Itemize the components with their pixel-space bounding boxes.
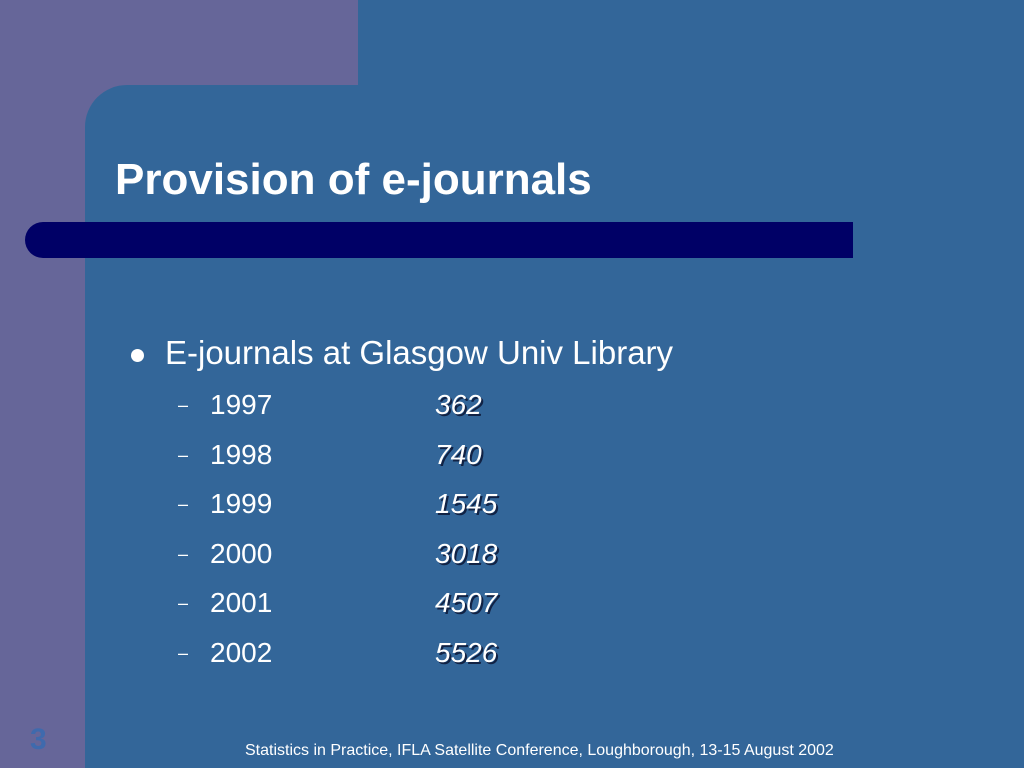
list-item: – 1999 1545	[0, 484, 700, 524]
item-year: 1998	[210, 438, 273, 470]
dash-marker: –	[178, 543, 189, 564]
item-count: 4507	[435, 587, 498, 618]
item-year: 1999	[210, 488, 273, 519]
slide-title: Provision of e-journals	[115, 155, 592, 204]
item-count: 5526	[435, 636, 498, 668]
footer: Statistics in Practice, IFLA Satellite C…	[245, 742, 834, 759]
list-item: –2000 3018	[0, 534, 700, 574]
background-panel	[358, 0, 1024, 100]
item-year: 2001	[210, 587, 273, 618]
dash-marker: –	[178, 444, 189, 465]
item-count: 3018	[435, 537, 498, 569]
list-item: –2002 5526	[0, 633, 700, 673]
bullet-dot	[131, 349, 144, 362]
list-item: – 1997 362	[0, 385, 700, 425]
title-bar	[25, 222, 853, 258]
bullet-text: E-journals at Glasgow Univ Library	[165, 334, 674, 371]
list-item: – 2001 4507	[0, 583, 700, 623]
item-year: 2000	[210, 537, 273, 569]
item-year: 2002	[210, 636, 273, 668]
dash-marker: –	[178, 593, 189, 613]
item-count: 1545	[435, 488, 498, 519]
background-panel	[85, 85, 1024, 768]
dash-marker: –	[178, 395, 189, 415]
dash-marker: –	[178, 494, 189, 514]
item-count: 740	[435, 438, 482, 470]
slide-number: 3	[30, 723, 47, 756]
list-item: –1998 740	[0, 435, 700, 475]
item-count: 362	[435, 389, 482, 420]
item-year: 1997	[210, 389, 273, 420]
dash-marker: –	[178, 642, 189, 663]
